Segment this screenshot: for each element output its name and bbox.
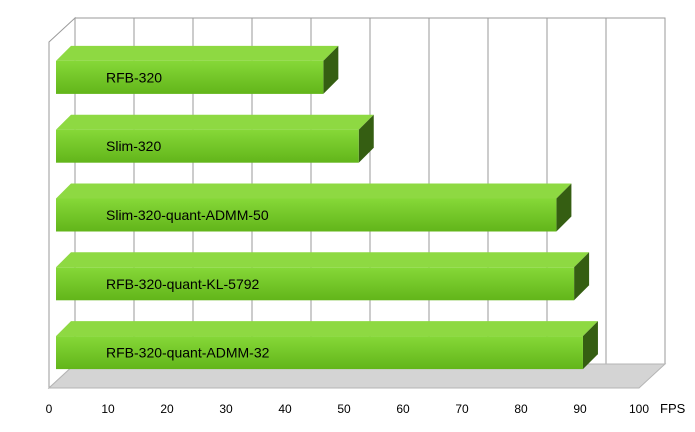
bar-end-face: [582, 321, 598, 370]
bar-label: Slim-320: [106, 138, 161, 154]
x-tick-label: 60: [396, 402, 410, 416]
x-tick-label: 40: [278, 402, 292, 416]
bar-end-face: [556, 183, 572, 232]
bar-top-face: [56, 321, 598, 337]
bar-end-face: [574, 252, 590, 301]
x-axis-ticks: 0 10 20 30 40 50 60 70 80 90 100: [46, 402, 650, 416]
bar-label: Slim-320-quant-ADMM-50: [106, 207, 269, 223]
x-axis-label: FPS: [660, 401, 686, 416]
bar-end-face: [323, 45, 339, 94]
bar: RFB-320-quant-ADMM-32: [56, 321, 598, 370]
bar-front-face: [56, 129, 359, 163]
bar-top-face: [56, 45, 339, 61]
bars: RFB-320 Slim-320 Slim-320-quant-ADMM-50 RFB…: [56, 45, 598, 370]
bar-top-face: [56, 252, 590, 268]
bar-top-face: [56, 114, 374, 130]
x-tick-label: 30: [219, 402, 233, 416]
x-tick-label: 100: [629, 402, 649, 416]
x-tick-label: 20: [160, 402, 174, 416]
bar-label: RFB-320-quant-KL-5792: [106, 276, 260, 292]
bar: RFB-320-quant-KL-5792: [56, 252, 590, 301]
bar: RFB-320: [56, 45, 339, 94]
chart-floor: [47, 363, 667, 389]
floor: [47, 363, 667, 389]
x-tick-label: 10: [101, 402, 115, 416]
x-tick-label: 50: [337, 402, 351, 416]
x-tick-label: 70: [455, 402, 469, 416]
bar-label: RFB-320: [106, 69, 162, 85]
bar: Slim-320: [56, 114, 374, 163]
x-tick-label: 80: [514, 402, 528, 416]
bar-front-face: [56, 336, 583, 370]
x-tick-label: 90: [573, 402, 587, 416]
bar-top-face: [56, 183, 572, 199]
bar-label: RFB-320-quant-ADMM-32: [106, 345, 270, 361]
bar-front-face: [56, 267, 575, 301]
bar-end-face: [358, 114, 374, 163]
x-tick-label: 0: [46, 402, 53, 416]
bar: Slim-320-quant-ADMM-50: [56, 183, 572, 232]
bar-front-face: [56, 198, 557, 232]
bar-front-face: [56, 60, 324, 94]
